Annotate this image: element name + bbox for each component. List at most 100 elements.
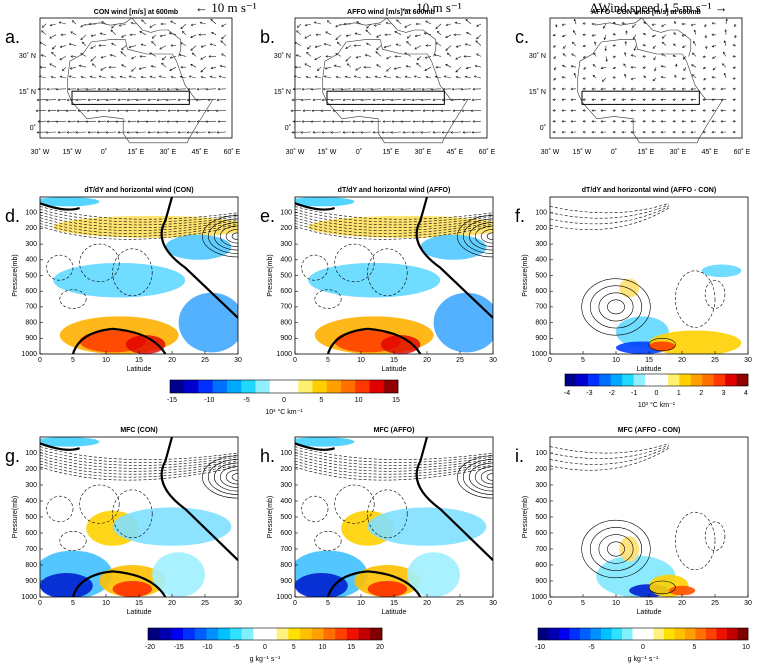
wind-arrow bbox=[456, 76, 462, 79]
colorbar-segment bbox=[288, 628, 301, 640]
wind-arrow bbox=[662, 41, 667, 46]
wind-arrow-head bbox=[433, 53, 437, 57]
wind-arrow-head bbox=[425, 44, 428, 47]
wind-arrow-head bbox=[344, 75, 348, 79]
wind-arrow-head bbox=[76, 120, 79, 123]
colorbar-segment bbox=[212, 380, 228, 393]
wind-arrow-head bbox=[591, 87, 594, 91]
shaded-region bbox=[308, 215, 493, 238]
wind-arrow-head bbox=[624, 41, 628, 44]
wind-arrow bbox=[50, 23, 57, 26]
colorbar-tick-label: 2 bbox=[699, 390, 703, 397]
wind-arrow-head bbox=[300, 131, 303, 134]
wind-arrow-head bbox=[200, 75, 204, 79]
wind-arrow-head bbox=[630, 130, 633, 134]
wind-arrow-head bbox=[445, 63, 448, 67]
wind-arrow bbox=[70, 31, 77, 36]
y-tick-label: 30˚ N bbox=[274, 52, 291, 60]
wind-arrow bbox=[712, 45, 717, 47]
x-tick-label: 30 bbox=[234, 600, 242, 607]
wind-arrow-head bbox=[445, 35, 448, 39]
wind-arrow bbox=[562, 65, 567, 68]
wind-arrow-head bbox=[652, 78, 656, 82]
wind-arrow-head bbox=[452, 109, 455, 113]
y-tick-label: 700 bbox=[535, 546, 547, 553]
wind-arrow bbox=[169, 66, 177, 71]
wind-arrow bbox=[325, 66, 332, 69]
wind-arrow-head bbox=[711, 98, 714, 102]
colorbar-segment bbox=[695, 628, 707, 640]
colorbar-segment bbox=[713, 374, 726, 386]
contours bbox=[40, 437, 238, 597]
wind-arrow bbox=[315, 76, 322, 79]
wind-arrow-head bbox=[404, 25, 407, 28]
wind-arrow-head bbox=[126, 98, 129, 102]
wind-arrow-head bbox=[108, 65, 111, 69]
x-tick-label: 15 bbox=[135, 600, 143, 607]
wind-arrow-head bbox=[600, 109, 603, 112]
wind-arrow-head bbox=[612, 130, 615, 134]
wind-arrow-head bbox=[732, 130, 735, 134]
wind-arrow-head bbox=[149, 25, 152, 28]
colorbar-tick-label: 3 bbox=[722, 390, 726, 397]
wind-arrow-head bbox=[445, 23, 449, 27]
wind-arrow-head bbox=[385, 21, 389, 25]
wind-arrow bbox=[416, 62, 422, 68]
wind-arrow-head bbox=[217, 87, 220, 91]
wind-arrow bbox=[131, 66, 137, 72]
wind-arrow bbox=[335, 23, 342, 28]
wind-arrow-head bbox=[175, 120, 178, 123]
y-tick-label: 15˚ N bbox=[529, 88, 546, 96]
wind-arrow-head bbox=[630, 109, 633, 112]
wind-arrow-head bbox=[291, 131, 294, 134]
wind-arrow-head bbox=[732, 119, 735, 123]
wind-arrow-head bbox=[651, 23, 655, 26]
wind-arrow-head bbox=[711, 76, 715, 79]
wind-arrow-head bbox=[170, 20, 173, 24]
colorbar-tick-label: 0 bbox=[263, 644, 267, 651]
wind-arrow-head bbox=[314, 45, 318, 48]
x-tick-label: 20 bbox=[678, 600, 686, 607]
wind-arrow bbox=[347, 63, 352, 68]
wind-arrow-head bbox=[554, 24, 558, 28]
wind-arrow-head bbox=[198, 33, 201, 37]
wind-arrow-head bbox=[443, 75, 447, 78]
wind-arrow-head bbox=[221, 36, 224, 40]
wind-scale-header: ← 10 m s⁻¹ bbox=[195, 0, 257, 15]
contour-dashed bbox=[295, 214, 493, 229]
wind-arrow-head bbox=[582, 98, 585, 101]
colorbar-segment bbox=[241, 380, 256, 393]
y-tick-label: 100 bbox=[535, 450, 547, 457]
colorbar-tick-label: 10 bbox=[355, 397, 363, 404]
wind-arrow-head bbox=[301, 120, 304, 123]
wind-arrow-head bbox=[46, 87, 49, 91]
wind-arrow-head bbox=[335, 37, 338, 40]
x-tick-label: 10 bbox=[612, 357, 620, 364]
colorbar-tick-label: -5 bbox=[588, 644, 594, 651]
colorbar-segment bbox=[276, 628, 289, 640]
y-axis-label: Pressure(mb) bbox=[522, 496, 529, 538]
wind-arrow bbox=[69, 75, 77, 79]
wind-arrow-head bbox=[95, 109, 98, 113]
wind-arrow-head bbox=[412, 87, 415, 91]
wind-arrow-head bbox=[305, 75, 309, 79]
wind-arrow-head bbox=[553, 78, 556, 81]
y-tick-label: 600 bbox=[280, 530, 292, 537]
wind-arrow-head bbox=[320, 109, 323, 113]
colorbar-units: 10³ °C km⁻¹ bbox=[638, 401, 676, 409]
wind-arrow-head bbox=[436, 30, 440, 34]
shaded-region bbox=[367, 581, 408, 597]
wind-arrow bbox=[336, 76, 342, 79]
wind-arrow bbox=[159, 45, 167, 50]
wind-arrow-head bbox=[353, 75, 357, 78]
wind-arrow-head bbox=[75, 98, 78, 102]
colorbar-segment bbox=[727, 628, 738, 640]
wind-arrow-head bbox=[711, 120, 714, 123]
y-tick-label: 500 bbox=[25, 272, 37, 279]
y-tick-label: 500 bbox=[535, 272, 547, 279]
wind-arrow-head bbox=[642, 55, 645, 58]
colorbar-frame bbox=[564, 373, 749, 387]
wind-arrow-head bbox=[372, 98, 375, 102]
y-tick-label: 700 bbox=[535, 304, 547, 311]
wind-arrow bbox=[121, 34, 127, 38]
